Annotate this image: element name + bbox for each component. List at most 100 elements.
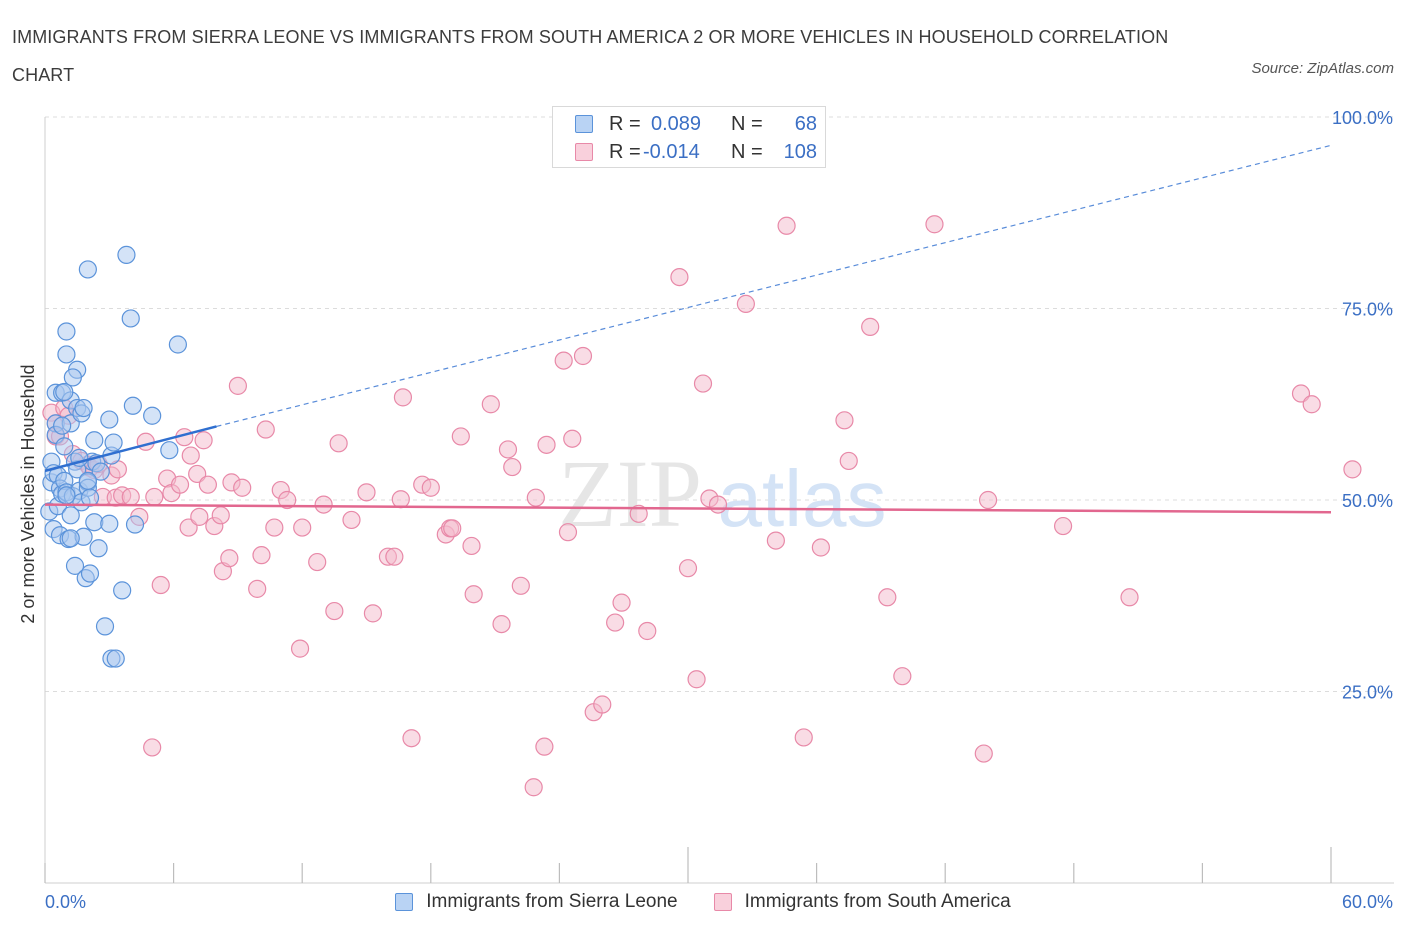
point-south-america <box>861 317 880 336</box>
point-sierra-leone <box>117 245 136 264</box>
point-south-america <box>535 737 554 756</box>
point-sierra-leone <box>100 410 119 429</box>
axes <box>44 117 1394 884</box>
point-south-america <box>687 670 706 689</box>
point-south-america <box>314 495 333 514</box>
point-south-america <box>145 487 164 507</box>
legend-item-sierra-leone: Immigrants from Sierra Leone <box>395 891 678 913</box>
point-sierra-leone <box>78 260 97 279</box>
point-sierra-leone <box>61 529 80 548</box>
point-sierra-leone <box>106 649 125 668</box>
point-sierra-leone <box>160 441 179 460</box>
point-south-america <box>693 374 713 393</box>
point-sierra-leone <box>113 581 132 600</box>
point-sierra-leone <box>57 322 76 341</box>
point-sierra-leone <box>143 406 162 425</box>
y-tick-label: 25.0% <box>1342 683 1393 703</box>
point-south-america <box>190 507 209 526</box>
point-south-america <box>606 613 625 632</box>
point-south-america <box>974 744 993 763</box>
point-south-america <box>537 435 556 454</box>
point-south-america <box>421 478 440 497</box>
trend-sierra-leone <box>44 425 217 473</box>
point-sierra-leone <box>74 398 93 418</box>
point-south-america <box>325 601 344 621</box>
point-sierra-leone <box>57 345 76 364</box>
point-south-america <box>393 388 413 407</box>
x-tick-label-min: 0.0% <box>45 892 86 912</box>
point-south-america <box>248 579 267 598</box>
point-south-america <box>554 351 573 370</box>
point-sierra-leone <box>121 309 140 328</box>
point-south-america <box>136 432 155 451</box>
point-south-america <box>638 621 657 641</box>
point-south-america <box>357 483 376 502</box>
point-south-america <box>736 294 755 314</box>
legend-r-label: R = <box>609 140 641 163</box>
point-sierra-leone <box>85 513 104 532</box>
point-south-america <box>503 457 522 477</box>
point-sierra-leone <box>100 514 119 533</box>
point-south-america <box>194 431 213 450</box>
point-sierra-leone <box>53 416 72 435</box>
point-south-america <box>188 464 207 484</box>
point-south-america <box>811 538 830 557</box>
legend-r-value: -0.014 <box>643 140 700 163</box>
point-south-america <box>1343 460 1362 479</box>
legend-item-south-america: Immigrants from South America <box>713 891 1011 913</box>
point-south-america <box>593 695 612 714</box>
series-sierra-leone-points <box>40 245 187 668</box>
legend-n-value: 108 <box>783 140 817 163</box>
point-sierra-leone <box>65 556 85 575</box>
point-south-america <box>1291 384 1311 403</box>
point-south-america <box>363 604 383 623</box>
legend-r-label: R = <box>609 112 641 135</box>
source-credit: Source: ZipAtlas.com <box>1251 60 1394 77</box>
point-south-america <box>293 518 312 537</box>
tick-labels: 25.0% 50.0% 75.0% 100.0% 0.0% 60.0% <box>45 108 1393 912</box>
point-south-america <box>265 518 284 537</box>
legend-row-south-america: R = -0.014 N = 108 <box>575 140 817 164</box>
point-south-america <box>256 420 275 439</box>
point-sierra-leone <box>123 396 142 415</box>
point-sierra-leone <box>55 382 74 402</box>
y-tick-label: 50.0% <box>1342 491 1393 511</box>
point-south-america <box>498 440 518 459</box>
point-south-america <box>573 346 593 366</box>
point-sierra-leone <box>55 437 74 456</box>
legend-swatch-blue <box>575 115 593 133</box>
legend-swatch-pink <box>713 893 732 911</box>
legend-n-label: N = <box>731 140 763 163</box>
point-sierra-leone <box>168 335 187 354</box>
point-sierra-leone <box>80 564 100 583</box>
trend-south-america <box>44 503 1332 514</box>
point-south-america <box>524 778 543 797</box>
watermark-zip: ZIP <box>558 440 702 547</box>
correlation-legend: R = 0.089 N = 68 R = -0.014 N = 108 <box>552 106 826 168</box>
point-south-america <box>329 434 348 453</box>
point-south-america <box>391 490 410 509</box>
series-south-america-points <box>42 215 1362 797</box>
point-south-america <box>228 376 247 395</box>
point-south-america <box>278 490 297 510</box>
watermark: ZIP atlas <box>558 440 886 547</box>
point-south-america <box>878 588 897 607</box>
point-south-america <box>481 395 500 414</box>
point-south-america <box>220 549 239 568</box>
point-sierra-leone <box>104 433 123 452</box>
point-sierra-leone <box>89 539 108 558</box>
legend-label-south-america: Immigrants from South America <box>744 891 1011 912</box>
legend-r-value: 0.089 <box>651 112 702 135</box>
point-south-america <box>925 215 944 234</box>
point-sierra-leone <box>61 506 80 525</box>
trend-sierra-leone-extension <box>216 144 1332 428</box>
point-sierra-leone <box>63 368 82 387</box>
series-legend: Immigrants from Sierra Leone Immigrants … <box>0 888 1406 916</box>
legend-swatch-blue <box>395 893 414 911</box>
point-south-america <box>385 547 404 566</box>
point-south-america <box>342 510 361 530</box>
trend-lines <box>44 144 1332 514</box>
point-south-america <box>563 429 582 448</box>
point-south-america <box>511 576 530 595</box>
